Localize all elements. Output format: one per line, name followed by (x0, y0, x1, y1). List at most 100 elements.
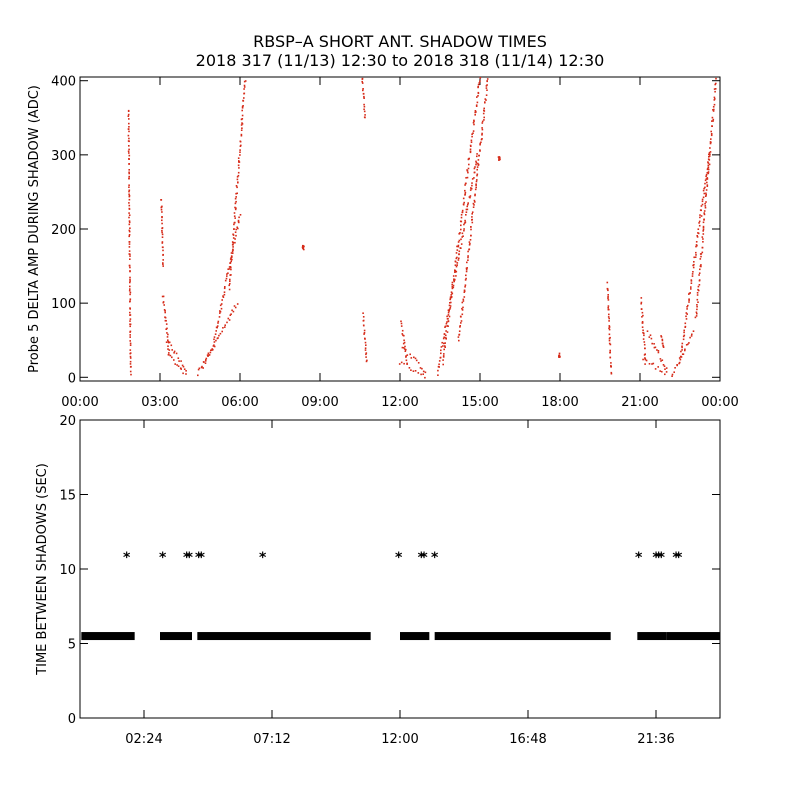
data-point: * (672, 550, 680, 566)
data-point (129, 293, 131, 296)
data-point (708, 153, 710, 156)
data-point (161, 211, 163, 213)
data-point: * (431, 550, 439, 566)
data-point (703, 219, 705, 221)
data-point (363, 103, 365, 106)
data-point (689, 336, 691, 339)
data-point (242, 105, 244, 107)
data-point (128, 184, 130, 186)
data-point (420, 373, 422, 376)
x-tick-label: 21:00 (621, 395, 658, 410)
data-point (162, 262, 164, 264)
data-point (610, 365, 612, 368)
data-point (209, 351, 212, 354)
data-point (245, 74, 247, 76)
data-point (468, 241, 471, 243)
data-point (693, 256, 695, 259)
data-point: * (655, 550, 663, 566)
data-point (467, 250, 469, 253)
data-point (654, 346, 657, 349)
data-point (458, 333, 461, 336)
data-point (683, 331, 685, 334)
data-point (171, 356, 173, 359)
data-point (471, 218, 473, 221)
data-point (693, 261, 695, 263)
data-point (608, 326, 611, 328)
data-point (665, 367, 668, 369)
data-point (163, 304, 165, 306)
data-point (227, 317, 230, 320)
data-point (464, 286, 466, 288)
data-point (128, 118, 130, 120)
data-point (129, 288, 131, 290)
data-point (707, 162, 710, 164)
data-point (444, 325, 447, 328)
data-point (644, 357, 646, 359)
data-point (465, 214, 467, 216)
data-point (474, 193, 476, 196)
y-tick-label: 20 (59, 414, 76, 429)
data-point (129, 270, 131, 273)
data-point (702, 225, 705, 228)
data-point (607, 299, 610, 301)
data-point (674, 367, 676, 369)
data-point (129, 253, 131, 256)
data-point (241, 114, 244, 117)
data-point (642, 358, 644, 361)
y-tick-label: 100 (51, 297, 76, 312)
data-point (700, 205, 703, 207)
data-point (684, 326, 686, 328)
data-point (237, 219, 240, 222)
data-point (400, 320, 402, 323)
data-point (700, 253, 703, 255)
data-point: * (418, 550, 426, 566)
data-point: * (259, 550, 267, 566)
data-point (471, 178, 474, 180)
data-point (702, 228, 705, 231)
data-point (166, 336, 169, 338)
data-point (695, 251, 697, 254)
data-point (713, 96, 716, 99)
data-point (185, 373, 187, 375)
data-point (234, 306, 237, 309)
data-point (409, 353, 411, 356)
data-point (129, 340, 131, 342)
data-point (465, 274, 467, 277)
data-point (235, 196, 237, 198)
data-point (473, 177, 475, 179)
chart-title: RBSP–A SHORT ANT. SHADOW TIMES (253, 32, 547, 51)
data-point (237, 157, 240, 159)
data-point (220, 303, 223, 305)
data-point (223, 293, 226, 296)
data-point (643, 341, 646, 343)
data-point (457, 244, 460, 247)
data-point (474, 201, 476, 203)
data-point (128, 163, 130, 165)
data-point (400, 322, 403, 325)
data-point (651, 363, 653, 365)
data-point (230, 268, 232, 271)
data-point (456, 262, 459, 264)
data-point (641, 321, 644, 323)
data-point (454, 278, 456, 281)
data-point (474, 188, 477, 191)
plot-frame (79, 419, 721, 719)
data-point (610, 362, 612, 364)
data-point (403, 362, 405, 365)
data-point (702, 230, 704, 232)
data-point (706, 177, 709, 179)
data-point (364, 114, 366, 116)
data-point (162, 259, 164, 261)
data-point (207, 355, 209, 357)
data-point (239, 149, 241, 151)
data-point (476, 174, 478, 177)
data-point (236, 192, 238, 195)
data-point (456, 256, 458, 259)
data-point (361, 82, 364, 84)
data-point (696, 292, 699, 294)
data-point (129, 255, 131, 257)
data-point (472, 132, 474, 134)
data-point (466, 205, 468, 208)
data-point (162, 263, 164, 266)
data-point (697, 301, 699, 303)
